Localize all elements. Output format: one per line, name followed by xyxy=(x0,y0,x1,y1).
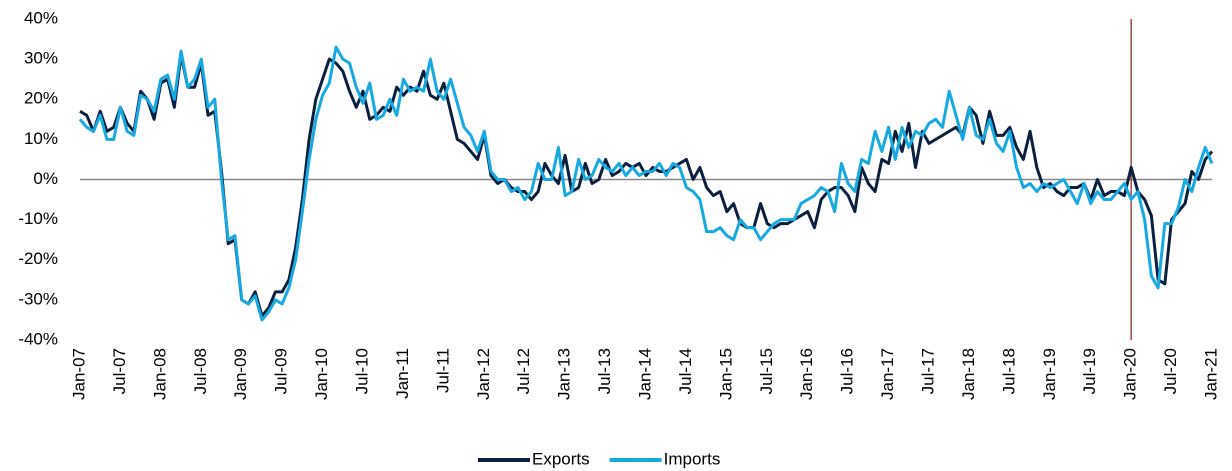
x-tick-label: Jul-11 xyxy=(433,348,452,393)
x-tick-label: Jan-20 xyxy=(1121,348,1140,400)
x-tick-label: Jul-08 xyxy=(191,348,210,394)
x-tick-label: Jan-08 xyxy=(150,348,169,400)
x-tick-label: Jul-15 xyxy=(757,348,776,394)
x-tick-label: Jul-07 xyxy=(110,348,129,394)
x-tick-label: Jul-18 xyxy=(999,348,1018,394)
legend-label: Imports xyxy=(664,449,721,468)
x-tick-label: Jul-12 xyxy=(514,348,533,394)
series-line xyxy=(78,45,1214,322)
x-tick-label: Jan-09 xyxy=(231,348,250,400)
y-tick-label: -10% xyxy=(18,209,58,228)
x-tick-label: Jan-17 xyxy=(878,348,897,400)
x-tick-label: Jul-14 xyxy=(676,348,695,394)
legend-label: Exports xyxy=(532,449,590,468)
y-tick-label: 10% xyxy=(24,129,58,148)
x-tick-label: Jul-19 xyxy=(1080,348,1099,394)
y-tick-label: 20% xyxy=(24,89,58,108)
y-tick-label: 0% xyxy=(33,169,58,188)
x-tick-label: Jan-15 xyxy=(716,348,735,400)
x-tick-label: Jul-10 xyxy=(352,348,371,394)
y-tick-label: -40% xyxy=(18,329,58,348)
y-tick-label: 40% xyxy=(24,8,58,27)
x-tick-label: Jul-17 xyxy=(918,348,937,394)
x-tick-label: Jan-18 xyxy=(959,348,978,400)
y-tick-label: -20% xyxy=(18,249,58,268)
x-tick-label: Jul-16 xyxy=(838,348,857,394)
x-tick-label: Jan-11 xyxy=(393,348,412,399)
y-tick-label: -30% xyxy=(18,289,58,308)
x-tick-label: Jul-20 xyxy=(1161,348,1180,394)
x-tick-label: Jan-10 xyxy=(312,348,331,400)
series-line xyxy=(79,53,1214,318)
x-tick-label: Jul-09 xyxy=(272,348,291,394)
x-tick-label: Jan-14 xyxy=(635,348,654,400)
x-tick-label: Jan-16 xyxy=(797,348,816,400)
x-tick-label: Jan-19 xyxy=(1040,348,1059,400)
x-tick-label: Jan-13 xyxy=(555,348,574,400)
x-tick-label: Jul-13 xyxy=(595,348,614,394)
y-tick-label: 30% xyxy=(24,49,58,68)
x-tick-label: Jan-12 xyxy=(474,348,493,400)
x-tick-label: Jan-07 xyxy=(69,348,88,400)
x-tick-label: Jan-21 xyxy=(1201,348,1220,400)
